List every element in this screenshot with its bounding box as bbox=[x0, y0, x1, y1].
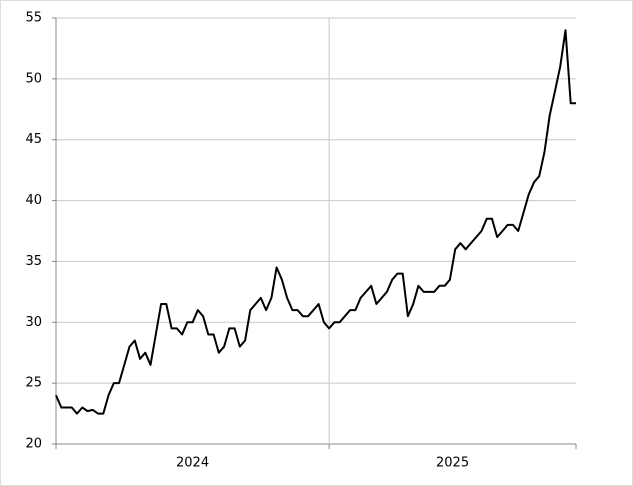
y-tick-label: 35 bbox=[25, 254, 42, 269]
y-tick-label: 25 bbox=[25, 376, 42, 391]
price-line bbox=[55, 29, 576, 415]
y-tick-label: 45 bbox=[25, 132, 42, 147]
y-tick-label: 30 bbox=[25, 315, 42, 330]
y-tick-label: 20 bbox=[25, 437, 42, 452]
x-tick-label: 2024 bbox=[176, 456, 209, 471]
y-tick-label: 55 bbox=[25, 11, 42, 26]
y-tick-label: 40 bbox=[25, 193, 42, 208]
y-tick-label: 50 bbox=[25, 71, 42, 86]
x-tick-label: 2025 bbox=[436, 456, 469, 471]
